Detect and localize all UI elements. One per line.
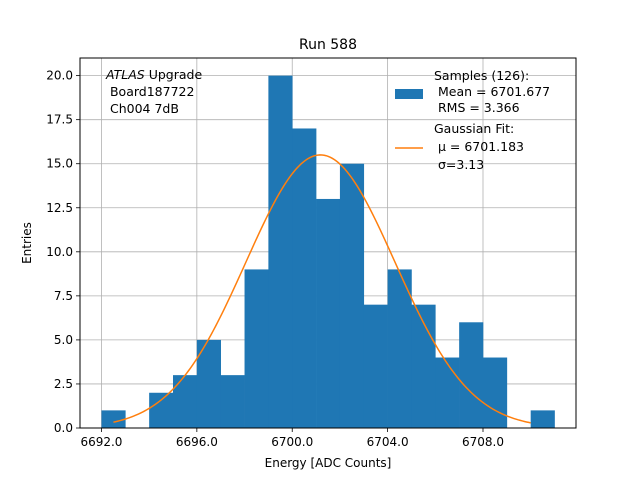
x-axis-ticks: 6692.0 6696.0 6700.0 6704.0 6708.0: [80, 428, 504, 449]
y-tick-label: 20.0: [46, 69, 73, 83]
legend-samples-mean: Mean = 6701.677: [434, 84, 550, 99]
annotation-board: Board187722: [106, 84, 194, 99]
y-axis-ticks: 0.0 2.5 5.0 7.5 10.0 12.5 15.0 17.5 20.0: [46, 69, 80, 435]
annotation-channel: Ch004 7dB: [106, 101, 179, 116]
y-tick-label: 17.5: [46, 113, 73, 127]
x-tick-label: 6692.0: [80, 435, 122, 449]
legend-fit-mu: μ = 6701.183: [434, 139, 524, 154]
annotation-upgrade: Upgrade: [145, 67, 203, 82]
plot-frame: [79, 57, 577, 429]
y-tick-label: 10.0: [46, 245, 73, 259]
y-tick-label: 2.5: [54, 377, 73, 391]
legend-swatch-histogram: [395, 89, 423, 99]
histogram-bar: [339, 163, 365, 428]
histogram-bars: [101, 75, 555, 428]
histogram-bar: [244, 269, 269, 428]
x-axis-label: Energy [ADC Counts]: [265, 456, 392, 470]
atlas-annotation: ATLAS Upgrade Board187722 Ch004 7dB: [105, 67, 202, 116]
histogram-bar: [268, 75, 293, 428]
legend-fit-title: Gaussian Fit:: [434, 121, 514, 136]
histogram-bar: [196, 339, 221, 428]
y-tick-label: 5.0: [54, 333, 73, 347]
y-axis-label: Entries: [20, 222, 34, 264]
gaussian-fit: [113, 154, 531, 424]
y-tick-label: 0.0: [54, 421, 73, 435]
histogram-bar: [220, 375, 245, 428]
histogram-bar: [387, 269, 412, 428]
histogram-bar: [101, 410, 126, 428]
histogram-bar: [530, 410, 555, 428]
histogram-bar: [483, 357, 508, 428]
histogram-bar: [173, 375, 198, 428]
y-tick-label: 7.5: [54, 289, 73, 303]
x-tick-label: 6704.0: [367, 435, 409, 449]
gaussian-fit-line: [113, 154, 531, 424]
x-tick-label: 6696.0: [176, 435, 218, 449]
histogram-bar: [316, 198, 341, 428]
histogram-bar: [411, 304, 436, 428]
x-tick-label: 6700.0: [271, 435, 313, 449]
legend-fit-sigma: σ=3.13: [434, 157, 484, 172]
legend: Samples (126): Mean = 6701.677 RMS = 3.3…: [395, 68, 550, 172]
annotation-line-1: ATLAS Upgrade: [105, 67, 202, 82]
y-tick-label: 15.0: [46, 157, 73, 171]
annotation-atlas: ATLAS: [105, 67, 145, 82]
y-tick-label: 12.5: [46, 201, 73, 215]
histogram-bar: [435, 357, 460, 428]
histogram-bar: [363, 304, 388, 428]
legend-samples-rms: RMS = 3.366: [434, 100, 520, 115]
chart-title: Run 588: [299, 37, 357, 53]
histogram-bar: [149, 392, 174, 428]
histogram-bar: [292, 128, 317, 428]
legend-samples-title: Samples (126):: [434, 68, 529, 83]
histogram-bar: [459, 322, 484, 428]
x-tick-label: 6708.0: [462, 435, 504, 449]
